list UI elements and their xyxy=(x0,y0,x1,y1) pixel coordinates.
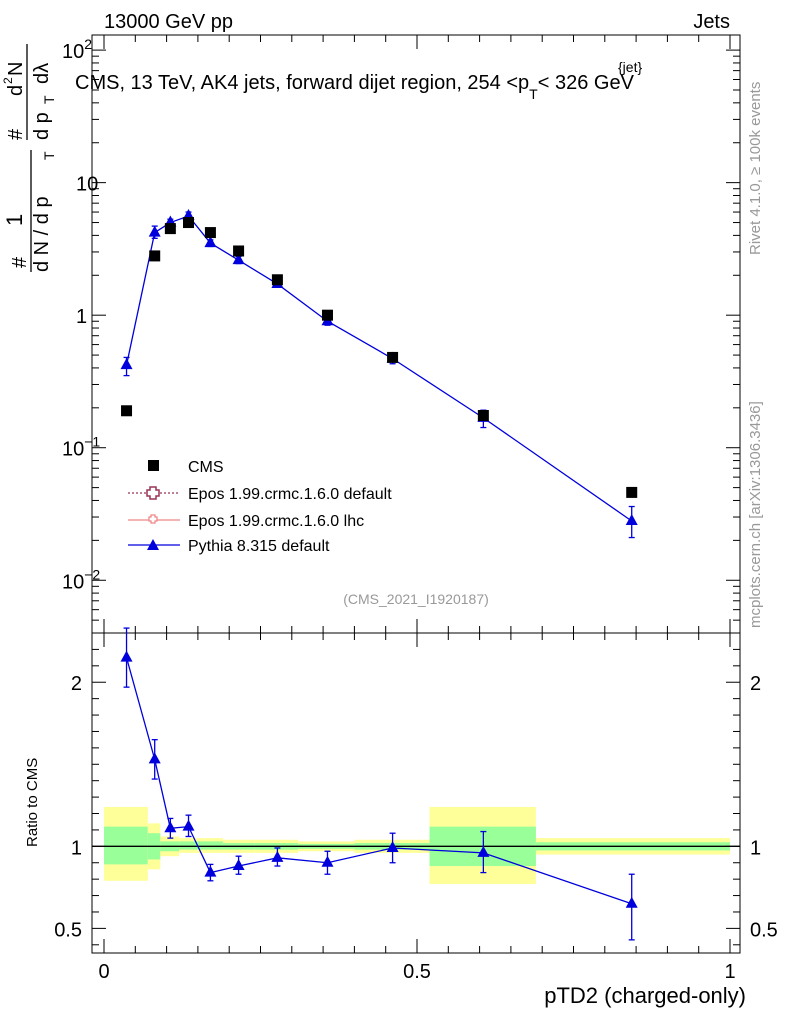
cms-data-point-6 xyxy=(271,274,283,286)
chart-title-prefix: CMS, 13 TeV, AK4 jets, forward dijet reg… xyxy=(75,72,529,94)
cms-data-series xyxy=(121,217,638,498)
cms-data-point-9 xyxy=(477,410,489,422)
band-inner-4 xyxy=(197,841,223,850)
ratio-plot-frame xyxy=(91,632,741,954)
x-axis-label: pTD2 (charged-only) xyxy=(544,983,746,1008)
pythia-point-ratio-6 xyxy=(271,850,284,862)
main-ytick-base-2: 1 xyxy=(76,306,87,328)
legend-marker-pythia xyxy=(147,539,159,550)
ylabel-part-1: 1 xyxy=(2,214,27,226)
pythia-point-ratio-2 xyxy=(164,821,177,833)
pythia-point-ratio-5 xyxy=(232,859,245,871)
analysis-id: (CMS_2021_I1920187) xyxy=(343,591,489,607)
cms-data-point-10 xyxy=(626,486,638,498)
ylabel-part-3: T xyxy=(41,151,57,160)
pythia-point-ratio-0 xyxy=(120,650,133,662)
cms-data-point-2 xyxy=(164,223,176,235)
ylabel-part-9: dλ xyxy=(31,63,53,84)
ylabel-part-0: # xyxy=(9,256,31,268)
legend-label-pythia: Pythia 8.315 default xyxy=(188,538,330,555)
pythia-point-main-5 xyxy=(232,253,245,265)
pythia-point-main-0 xyxy=(120,358,133,370)
band-inner-3 xyxy=(179,841,198,850)
pythia-point-ratio-10 xyxy=(625,896,638,908)
x-tick-label-2: 1 xyxy=(724,961,735,983)
cms-data-point-0 xyxy=(121,405,133,417)
chart-title: CMS, 13 TeV, AK4 jets, forward dijet reg… xyxy=(75,72,635,102)
ratio-ytick-label-right-1: 1 xyxy=(750,837,761,859)
pythia-point-ratio-1 xyxy=(148,752,161,764)
ylabel-part-6: N xyxy=(5,62,27,76)
pythia-point-ratio-3 xyxy=(182,819,195,831)
cms-data-point-1 xyxy=(149,250,161,262)
legend-marker-epos-lhc xyxy=(148,514,158,524)
legend-label-epos-default: Epos 1.99.crmc.1.6.0 default xyxy=(188,486,392,503)
main-ytick-label-2: 1 xyxy=(76,306,87,328)
ylabel-part-7: d p xyxy=(31,112,53,140)
cms-data-point-4 xyxy=(204,227,216,239)
ratio-ytick-label-right-0: 0.5 xyxy=(750,919,778,941)
pythia-point-ratio-9 xyxy=(477,845,490,857)
pythia-series-ratio xyxy=(120,627,638,941)
pythia-point-main-4 xyxy=(204,236,217,248)
main-ytick-label-0: 10−2 xyxy=(62,566,100,593)
main-ytick-base-3: 10 xyxy=(76,174,98,196)
mcplots-label: mcplots.cern.ch [arXiv:1306.3436] xyxy=(747,401,764,628)
main-ytick-exp-4: 2 xyxy=(84,36,92,52)
legend-marker-cms xyxy=(148,460,159,471)
ylabel-part-5: d xyxy=(5,85,27,96)
ylabel-part-2: d N / d p xyxy=(31,196,53,272)
pythia-point-main-10 xyxy=(625,513,638,525)
ratio-ytick-label-0: 0.5 xyxy=(54,919,82,941)
main-ytick-base-0: 10 xyxy=(62,571,84,593)
pythia-point-ratio-4 xyxy=(204,865,217,877)
chart-title-suffix: < 326 GeV xyxy=(538,72,635,94)
y-axis-label-ratio: Ratio to CMS xyxy=(24,758,41,847)
main-ytick-label-4: 102 xyxy=(62,36,92,63)
header-left: 13000 GeV pp xyxy=(104,11,233,33)
ratio-ytick-label-2: 2 xyxy=(71,673,82,695)
legend: CMS Epos 1.99.crmc.1.6.0 default Epos 1.… xyxy=(128,459,392,555)
x-tick-label-0: 0 xyxy=(98,961,109,983)
main-ytick-base-4: 10 xyxy=(62,41,84,63)
legend-label-epos-lhc: Epos 1.99.crmc.1.6.0 lhc xyxy=(188,513,364,530)
y-axis-label-main: # 1 d N / d p T # d N 2 d p T dλ xyxy=(1,44,57,272)
ylabel-part-4: # xyxy=(5,128,27,140)
pythia-point-ratio-7 xyxy=(321,855,334,867)
cms-data-point-8 xyxy=(387,351,399,363)
header-right: Jets xyxy=(693,11,730,33)
legend-label-cms: CMS xyxy=(188,459,224,476)
main-ytick-exp-1: −1 xyxy=(84,434,100,450)
x-tick-label-1: 0.5 xyxy=(403,961,431,983)
cms-data-point-7 xyxy=(321,309,333,321)
cms-data-point-5 xyxy=(233,245,245,257)
ylabel-part-10: 2 xyxy=(1,77,15,84)
main-ytick-base-1: 10 xyxy=(62,439,84,461)
rivet-version-label: Rivet 4.1.0, ≥ 100k events xyxy=(747,82,764,255)
ylabel-part-8: T xyxy=(41,95,57,104)
ratio-ytick-label-right-2: 2 xyxy=(750,673,761,695)
pythia-point-main-1 xyxy=(148,225,161,237)
band-inner-0 xyxy=(104,826,148,865)
pythia-line-ratio xyxy=(125,657,632,905)
main-ytick-label-3: 10 xyxy=(76,174,98,196)
chart-title-sup: {jet} xyxy=(618,59,642,75)
main-ytick-exp-0: −2 xyxy=(84,566,100,582)
main-ytick-label-1: 10−1 xyxy=(62,434,100,461)
pythia-point-ratio-8 xyxy=(386,840,399,852)
ratio-axis-ticks: 0 0.5 1 0.5 0.5 1 1 2 2 xyxy=(54,633,778,983)
legend-marker-epos-default xyxy=(146,486,160,500)
cms-data-point-3 xyxy=(183,217,195,229)
ratio-ytick-label-1: 1 xyxy=(71,837,82,859)
chart-title-sub: T xyxy=(529,86,538,102)
